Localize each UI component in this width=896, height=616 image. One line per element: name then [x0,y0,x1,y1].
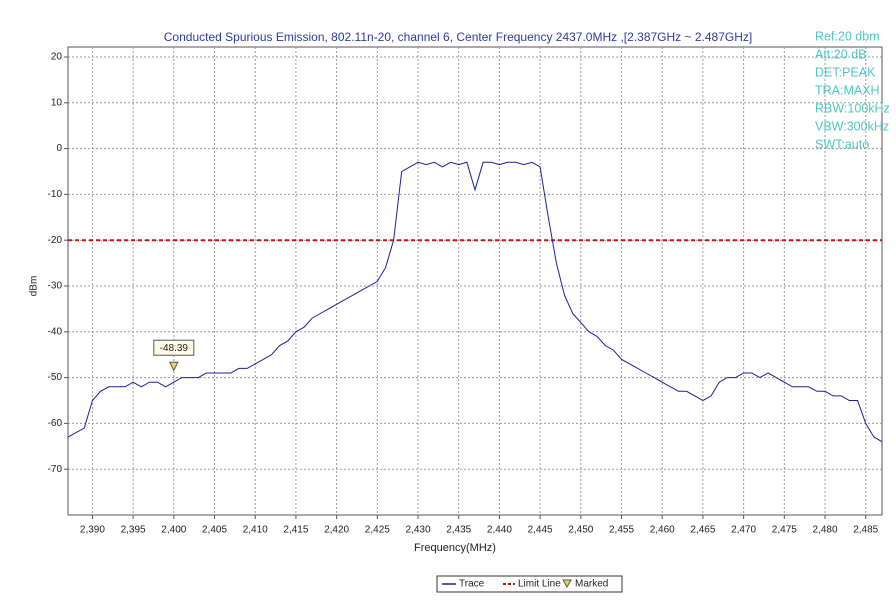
x-tick-label: 2,465 [690,525,715,536]
setting-annotation: SWT:auto [815,137,869,151]
setting-annotation: Ref:20 dbm [815,29,880,43]
x-axis-label: Frequency(MHz) [414,542,496,554]
setting-annotation: RBW:100kHz [815,101,890,115]
x-tick-label: 2,390 [80,525,105,536]
y-axis-label: dBm [29,276,40,297]
plot-frame [67,46,883,516]
x-tick-label: 2,460 [650,525,675,536]
legend-label: Limit Line [518,579,561,590]
x-tick-label: 2,400 [161,525,186,536]
x-tick-label: 2,440 [487,525,512,536]
setting-annotation: DET:PEAK [815,65,876,79]
legend-label: Marked [575,579,608,590]
y-tick-label: -40 [48,326,63,337]
x-tick-label: 2,425 [365,525,390,536]
chart-title: Conducted Spurious Emission, 802.11n-20,… [164,30,752,44]
y-tick-label: -60 [48,418,63,429]
setting-annotation: Att:20 dB [815,47,866,61]
x-tick-label: 2,445 [528,525,553,536]
x-tick-label: 2,395 [121,525,146,536]
y-tick-label: 10 [51,97,63,108]
x-tick-label: 2,480 [813,525,838,536]
y-tick-label: -10 [48,189,63,200]
x-tick-label: 2,435 [446,525,471,536]
marker [169,361,179,372]
x-tick-label: 2,405 [202,525,227,536]
legend-swatch [562,579,572,589]
setting-annotation: VBW:300kHz [815,119,889,133]
x-tick-label: 2,470 [731,525,756,536]
marker-label: -48.39 [160,343,189,354]
y-tick-label: 20 [51,52,63,63]
legend-label: Trace [459,579,485,590]
legend-box [436,575,623,593]
x-tick-label: 2,450 [568,525,593,536]
x-tick-label: 2,415 [283,525,308,536]
y-tick-label: -30 [48,281,63,292]
x-tick-label: 2,430 [406,525,431,536]
x-tick-label: 2,420 [324,525,349,536]
y-tick-label: -20 [48,235,63,246]
x-tick-label: 2,485 [853,525,878,536]
y-tick-label: 0 [56,143,62,154]
x-tick-label: 2,475 [772,525,797,536]
marker-label-box [153,339,195,356]
setting-annotation: TRA:MAXH [815,83,880,97]
y-tick-label: -70 [48,464,63,475]
y-tick-label: -50 [48,372,63,383]
x-tick-label: 2,410 [243,525,268,536]
x-tick-label: 2,455 [609,525,634,536]
trace-line [67,161,883,443]
